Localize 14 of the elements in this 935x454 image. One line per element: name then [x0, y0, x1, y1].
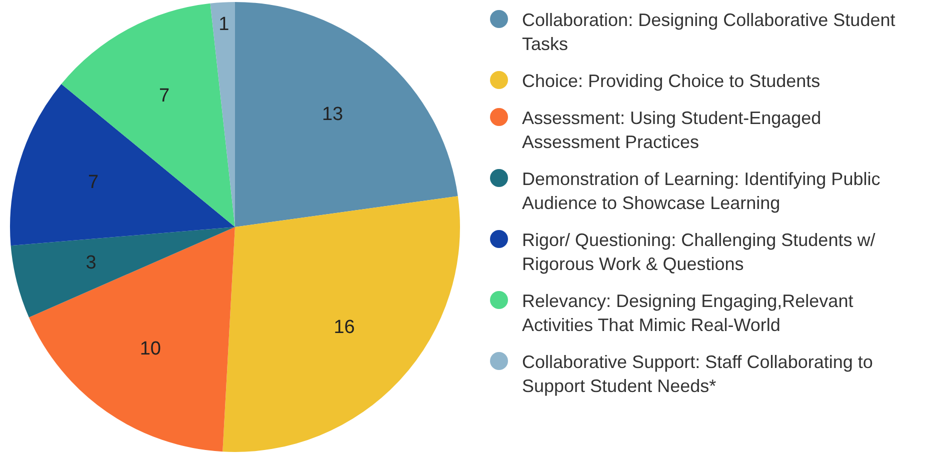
- data-label: 1: [218, 14, 230, 36]
- legend-label: Collaboration: Designing Collaborative Student Tasks: [522, 9, 896, 56]
- data-label: 7: [88, 172, 99, 193]
- data-label: 7: [159, 86, 170, 107]
- data-label: 3: [86, 252, 96, 274]
- data-label: 16: [334, 316, 355, 338]
- data-label: 10: [140, 338, 161, 360]
- legend-label: Collaborative Support: Staff Collaborating to Support Student Needs*: [522, 351, 874, 398]
- legend-label: Rigor/ Questioning: Challenging Students w/ Rigorous Work & Questions: [522, 229, 876, 276]
- legend-label: Assessment: Using Student-Engaged Assessment Practices: [522, 107, 822, 154]
- legend-label: Choice: Providing Choice to Students: [522, 70, 820, 93]
- legend-label: Demonstration of Learning: Identifying Public Audience to Showcase Learning: [522, 168, 882, 215]
- legend-label: Relevancy: Designing Engaging,Relevant Activities That Mimic Real-World: [522, 290, 854, 337]
- data-label: 13: [322, 104, 344, 126]
